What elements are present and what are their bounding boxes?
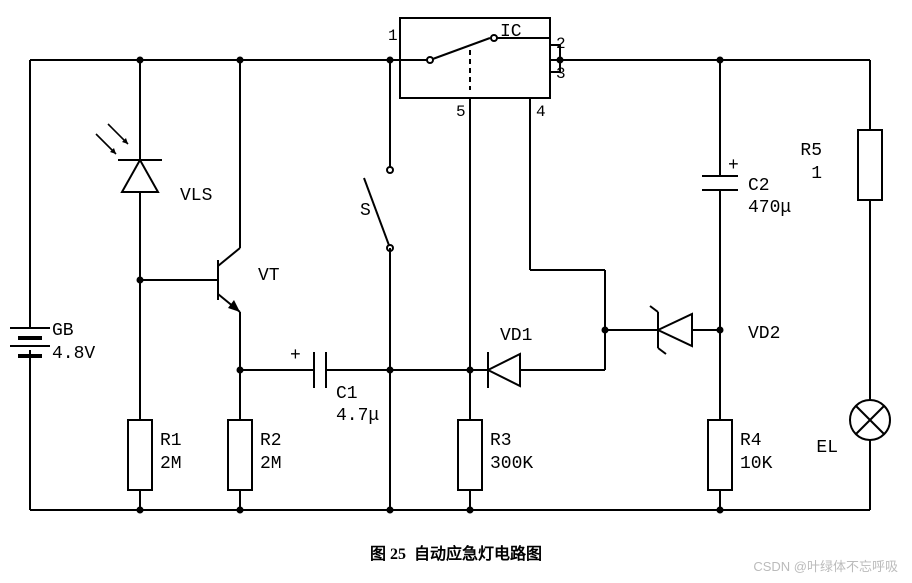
- node-dot: [717, 57, 724, 64]
- node-dot: [237, 57, 244, 64]
- r4-value: 10K: [740, 454, 773, 474]
- zener-vd2: [640, 306, 720, 354]
- lamp-el: [850, 400, 890, 440]
- capacitor-c1: [240, 352, 390, 388]
- vd1-ref: VD1: [500, 326, 532, 346]
- photodiode-vls: [96, 60, 162, 280]
- node-dot: [387, 507, 394, 514]
- r1-value: 2M: [160, 454, 182, 474]
- r5-value: 1: [811, 164, 822, 184]
- ic-pin3: 3: [556, 65, 566, 83]
- resistor-r1: [128, 280, 152, 510]
- c1-ref: C1: [336, 384, 358, 404]
- node-dot: [137, 57, 144, 64]
- caption-prefix: 图 25: [370, 546, 406, 563]
- node-dot: [557, 57, 564, 64]
- r4-ref: R4: [740, 431, 762, 451]
- resistor-r5: [858, 130, 882, 200]
- r1-ref: R1: [160, 431, 182, 451]
- switch-ref: S: [360, 201, 371, 221]
- c2-r4-vertical: [702, 60, 738, 510]
- resistor-r2: [228, 370, 252, 510]
- diode-vd1: [470, 330, 605, 388]
- r2-value: 2M: [260, 454, 282, 474]
- node-dot: [467, 507, 474, 514]
- node-dot: [717, 507, 724, 514]
- watermark: CSDN @叶绿体不忘呼吸: [753, 556, 898, 575]
- ic-pin2: 2: [556, 35, 566, 53]
- c2-value: 470μ: [748, 198, 791, 218]
- lamp-ref: EL: [816, 438, 838, 458]
- pin4-wire: [530, 120, 640, 330]
- circuit-diagram: GB 4.8V VLS R1 2M: [0, 0, 912, 530]
- r2-ref: R2: [260, 431, 282, 451]
- node-dot: [602, 327, 609, 334]
- node-dot: [137, 507, 144, 514]
- c2-ref: C2: [748, 176, 770, 196]
- ic-pin4: 4: [536, 103, 546, 121]
- ic-pin5: 5: [456, 103, 466, 121]
- transistor-vt: [218, 60, 240, 370]
- r3-value: 300K: [490, 454, 533, 474]
- r5-ref: R5: [800, 141, 822, 161]
- node-dot: [237, 507, 244, 514]
- battery-value: 4.8V: [52, 344, 95, 364]
- ic-ref: IC: [500, 22, 522, 42]
- ic-pin1: 1: [388, 27, 398, 45]
- battery-gb: [10, 328, 50, 356]
- vd2-ref: VD2: [748, 324, 780, 344]
- r3-ref: R3: [490, 431, 512, 451]
- node-dot: [717, 327, 724, 334]
- node-dot: [387, 57, 394, 64]
- battery-ref: GB: [52, 321, 74, 341]
- pin5-wire: [390, 120, 470, 370]
- c1-polarity: +: [290, 346, 301, 366]
- caption-title: 自动应急灯电路图: [414, 546, 542, 563]
- vls-ref: VLS: [180, 186, 212, 206]
- resistor-r3: [458, 370, 482, 510]
- c2-polarity: +: [728, 156, 739, 176]
- vt-ref: VT: [258, 266, 280, 286]
- c1-value: 4.7μ: [336, 406, 379, 426]
- trunk-wire: [364, 60, 393, 510]
